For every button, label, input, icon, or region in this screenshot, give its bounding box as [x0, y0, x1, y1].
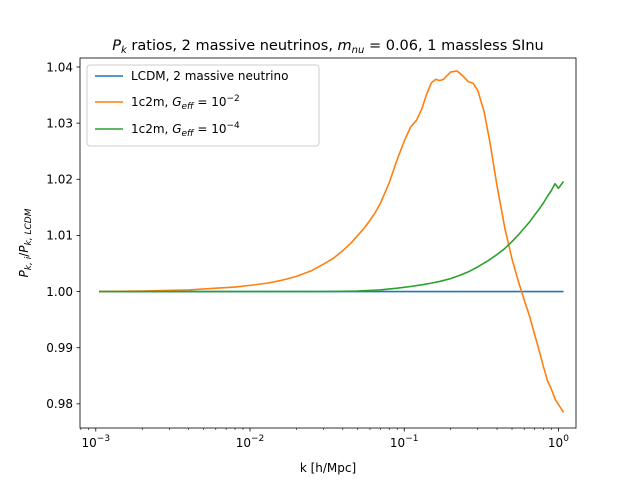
x-tick-label: 10−3	[82, 434, 111, 450]
y-tick-label: 0.99	[46, 341, 73, 355]
series-lines	[99, 70, 565, 413]
x-tick-label: 10−2	[236, 434, 265, 450]
x-tick-label: 100	[548, 434, 569, 450]
legend-label-geff-1e-4: 1c2m, Geff = 10−4	[131, 121, 240, 139]
x-tick-label: 10−1	[390, 434, 419, 450]
line-series-geff-1e-4	[99, 181, 565, 293]
y-tick-label: 1.01	[46, 229, 73, 243]
y-tick-label: 1.03	[46, 116, 73, 130]
y-tick-label: 1.02	[46, 173, 73, 187]
y-tick-label: 1.00	[46, 285, 73, 299]
x-axis-label: k [h/Mpc]	[300, 461, 356, 475]
x-axis-ticks: 10−3 10−2 10−1 100	[80, 428, 569, 450]
plot-area-frame	[79, 57, 577, 429]
line-series-geff-1e-2	[99, 70, 565, 413]
legend: LCDM, 2 massive neutrino 1c2m, Geff = 10…	[86, 64, 320, 147]
legend-label-geff-1e-2: 1c2m, Geff = 10−2	[131, 94, 240, 112]
y-tick-label: 0.98	[46, 397, 73, 411]
y-axis-ticks: 0.98 0.99 1.00 1.01 1.02 1.03 1.04	[46, 60, 80, 411]
y-axis-label: Pk, i/Pk, LCDM	[17, 208, 34, 277]
legend-label-lcdm: LCDM, 2 massive neutrino	[131, 69, 288, 83]
chart-title: Pk ratios, 2 massive neutrinos, mnu = 0.…	[112, 38, 543, 56]
y-tick-label: 1.04	[46, 60, 73, 74]
legend-box	[86, 64, 320, 147]
